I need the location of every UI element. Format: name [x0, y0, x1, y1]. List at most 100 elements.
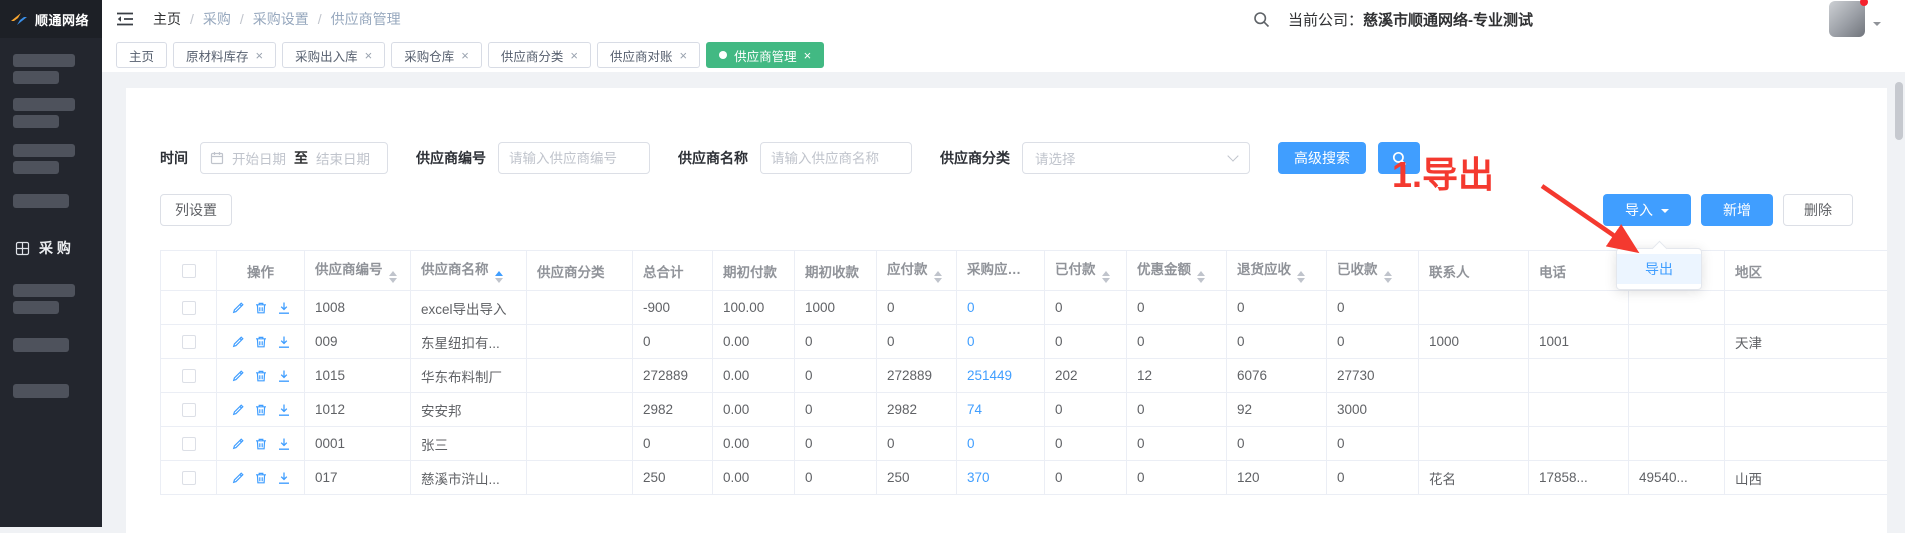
tab-采购仓库[interactable]: 采购仓库 ×: [391, 42, 482, 68]
row-checkbox[interactable]: [181, 369, 196, 384]
column-header-total[interactable]: 总合计: [632, 250, 713, 291]
row-checkbox[interactable]: [181, 471, 196, 486]
add-button[interactable]: 新增: [1701, 194, 1773, 226]
sort-asc-caret[interactable]: [1383, 271, 1392, 276]
row-checkbox[interactable]: [181, 301, 196, 316]
tab-供应商管理[interactable]: 供应商管理 ×: [706, 42, 825, 68]
search-icon[interactable]: [1253, 11, 1270, 28]
caret-down-icon[interactable]: [1873, 22, 1881, 30]
tab-供应商对账[interactable]: 供应商对账 ×: [596, 42, 701, 68]
column-header-category[interactable]: 供应商分类: [526, 250, 633, 291]
cell-purchase_payable[interactable]: 74: [956, 392, 1045, 427]
sort-desc-caret[interactable]: [1297, 278, 1305, 283]
download-icon[interactable]: [277, 335, 291, 349]
sort-asc-caret[interactable]: [1297, 271, 1305, 276]
search-button[interactable]: [1378, 142, 1420, 174]
column-header-return_recv[interactable]: 退货应收: [1226, 250, 1327, 291]
supplier-code-input[interactable]: [509, 150, 639, 166]
column-settings-button[interactable]: 列设置: [160, 194, 232, 226]
column-header-phone[interactable]: 电话: [1528, 250, 1629, 291]
supplier-category-select[interactable]: 请选择: [1022, 142, 1250, 174]
sort-asc-caret[interactable]: [933, 271, 942, 276]
download-icon[interactable]: [277, 301, 291, 315]
breadcrumb-item[interactable]: 采购: [202, 11, 231, 27]
column-header-name[interactable]: 供应商名称: [410, 250, 527, 291]
sort-desc-caret[interactable]: [1027, 278, 1035, 283]
sort-caret-icons[interactable]: [1197, 271, 1205, 283]
export-menu-item[interactable]: 导出: [1617, 254, 1701, 284]
edit-icon[interactable]: [231, 471, 245, 485]
column-header-purchase_payable[interactable]: 采购应付: [956, 250, 1045, 291]
sort-caret-icons[interactable]: [1383, 271, 1392, 283]
edit-icon[interactable]: [231, 369, 245, 383]
cell-purchase_payable[interactable]: 251449: [956, 358, 1045, 393]
tab-close-icon[interactable]: ×: [570, 47, 578, 63]
breadcrumb-item[interactable]: 主页: [153, 11, 181, 27]
column-header-init_recv[interactable]: 期初收款: [794, 250, 877, 291]
download-icon[interactable]: [277, 471, 291, 485]
cell-purchase_payable[interactable]: 0: [956, 426, 1045, 461]
edit-icon[interactable]: [231, 403, 245, 417]
cell-purchase_payable[interactable]: 0: [956, 324, 1045, 359]
tab-close-icon[interactable]: ×: [255, 47, 264, 63]
sort-desc-caret[interactable]: [494, 278, 503, 283]
select-all-checkbox[interactable]: [181, 264, 196, 279]
sort-desc-caret[interactable]: [1101, 278, 1110, 283]
delete-icon[interactable]: [254, 301, 268, 315]
delete-icon[interactable]: [254, 471, 268, 485]
import-button[interactable]: 导入: [1603, 194, 1691, 226]
delete-icon[interactable]: [254, 369, 268, 383]
sort-caret-icons[interactable]: [1101, 271, 1110, 283]
delete-button[interactable]: 删除: [1783, 194, 1853, 226]
column-header-contact[interactable]: 联系人: [1418, 250, 1529, 291]
supplier-name-input[interactable]: [771, 150, 901, 166]
column-header-code[interactable]: 供应商编号: [304, 250, 411, 291]
sort-caret-icons[interactable]: [388, 271, 397, 283]
download-icon[interactable]: [277, 369, 291, 383]
sort-asc-caret[interactable]: [388, 271, 397, 276]
column-header-payable[interactable]: 应付款: [876, 250, 957, 291]
delete-icon[interactable]: [254, 437, 268, 451]
sort-asc-caret[interactable]: [1101, 271, 1110, 276]
cell-purchase_payable[interactable]: 370: [956, 460, 1045, 495]
column-header-discount[interactable]: 优惠金额: [1126, 250, 1227, 291]
column-header-region[interactable]: 地区: [1724, 250, 1887, 291]
date-range-input[interactable]: 开始日期 至 结束日期: [200, 142, 388, 174]
row-checkbox[interactable]: [181, 335, 196, 350]
sort-caret-icons[interactable]: [933, 271, 942, 283]
column-header-init_pay[interactable]: 期初付款: [712, 250, 795, 291]
sort-desc-caret[interactable]: [933, 278, 942, 283]
tab-close-icon[interactable]: ×: [679, 47, 688, 63]
row-checkbox[interactable]: [181, 403, 196, 418]
menu-collapse-icon[interactable]: [115, 11, 135, 27]
edit-icon[interactable]: [231, 301, 245, 315]
avatar[interactable]: [1829, 0, 1868, 37]
sort-caret-icons[interactable]: [1027, 271, 1035, 283]
vertical-scrollbar-thumb[interactable]: [1895, 82, 1903, 140]
column-header-ops[interactable]: 操作: [216, 250, 305, 291]
sort-asc-caret[interactable]: [1027, 271, 1035, 276]
breadcrumb-item[interactable]: 采购设置: [252, 11, 309, 27]
tab-采购出入库[interactable]: 采购出入库 ×: [282, 42, 386, 68]
sort-desc-caret[interactable]: [1383, 278, 1392, 283]
sort-desc-caret[interactable]: [1197, 278, 1205, 283]
row-checkbox[interactable]: [181, 437, 196, 452]
sidebar-item-purchase[interactable]: 采 购: [0, 238, 102, 258]
sort-asc-caret[interactable]: [1197, 271, 1205, 276]
sort-desc-caret[interactable]: [388, 278, 397, 283]
tab-close-icon[interactable]: ×: [461, 47, 469, 63]
tab-close-icon[interactable]: ×: [803, 47, 812, 63]
download-icon[interactable]: [277, 437, 291, 451]
sort-asc-caret[interactable]: [494, 271, 503, 276]
column-header-received[interactable]: 已收款: [1326, 250, 1419, 291]
delete-icon[interactable]: [254, 403, 268, 417]
breadcrumb-item[interactable]: 供应商管理: [330, 11, 401, 27]
cell-purchase_payable[interactable]: 0: [956, 290, 1045, 325]
sort-caret-icons[interactable]: [494, 271, 503, 283]
delete-icon[interactable]: [254, 335, 268, 349]
tab-主页[interactable]: 主页: [116, 42, 168, 68]
tab-原材料库存[interactable]: 原材料库存 ×: [173, 42, 277, 68]
advanced-search-button[interactable]: 高级搜索: [1278, 142, 1366, 174]
download-icon[interactable]: [277, 403, 291, 417]
edit-icon[interactable]: [231, 437, 245, 451]
